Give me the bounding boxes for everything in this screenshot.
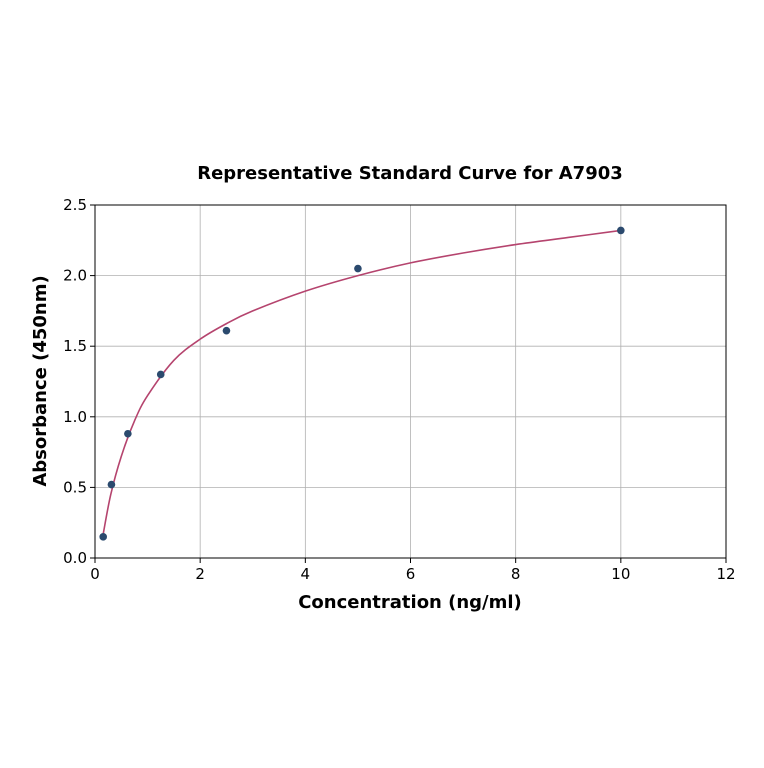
x-tick-label: 12 xyxy=(716,565,735,583)
data-points xyxy=(99,226,625,541)
data-point xyxy=(99,533,108,541)
data-point xyxy=(354,264,362,273)
data-point xyxy=(222,326,231,335)
x-tick-label: 10 xyxy=(611,565,630,583)
y-tick-label: 1.0 xyxy=(63,408,87,426)
y-axis-label: Absorbance (450nm) xyxy=(30,275,51,486)
y-tick-label: 0.5 xyxy=(63,478,87,496)
chart-title: Representative Standard Curve for A7903 xyxy=(197,163,623,184)
data-point xyxy=(124,429,132,438)
x-axis-ticks: 0 2 4 6 8 10 12 xyxy=(90,558,736,583)
y-tick-label: 1.5 xyxy=(63,337,87,355)
y-tick-label: 0.0 xyxy=(63,549,87,567)
x-tick-label: 8 xyxy=(511,565,521,583)
grid xyxy=(94,204,727,559)
y-tick-label: 2.0 xyxy=(63,267,87,285)
fit-curve-group xyxy=(102,229,621,535)
y-tick-label: 2.5 xyxy=(63,196,87,214)
data-point xyxy=(107,480,116,489)
x-tick-label: 0 xyxy=(90,565,100,583)
data-point xyxy=(156,370,165,379)
x-axis-label: Concentration (ng/ml) xyxy=(298,592,522,613)
y-axis-ticks: 0.0 0.5 1.0 1.5 2.0 2.5 xyxy=(63,196,95,567)
fit-curve xyxy=(102,229,621,535)
data-point xyxy=(617,226,625,235)
x-tick-label: 4 xyxy=(301,565,311,583)
x-tick-label: 2 xyxy=(195,565,205,583)
x-tick-label: 6 xyxy=(406,565,416,583)
